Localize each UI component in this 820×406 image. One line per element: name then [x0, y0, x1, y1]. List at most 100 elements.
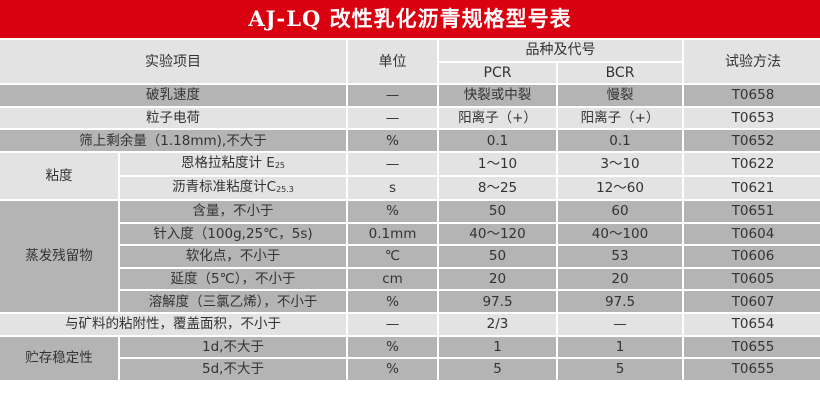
table-row: 粒子电荷 — 阳离子（+） 阳离子（+） T0653 — [0, 107, 820, 129]
unit-cell: % — [348, 359, 437, 380]
item-subscript: 25.3 — [276, 184, 294, 194]
bcr-cell: 0.1 — [558, 130, 682, 151]
unit-cell: 0.1mm — [348, 223, 437, 245]
table-row: 5d,不大于% 5 5 T0655 — [0, 359, 820, 380]
unit-cell: % — [348, 291, 437, 312]
table-row: 粘度 恩格拉粘度计 E25—1～10 3～10 T0622 — [0, 152, 820, 199]
bcr-cell: 53 — [558, 246, 682, 267]
method-cell: T0605 — [684, 268, 820, 290]
table-row: 延度（5℃），不小于 cm 20 20 T0605 — [0, 268, 820, 290]
method-cell: T0655 — [684, 359, 820, 380]
item-text: 含量，不小于 — [192, 203, 274, 220]
method-cell: T0604 — [684, 223, 820, 245]
bcr-cell: 3～10 — [558, 152, 682, 175]
item-label: 恩格拉粘度计 E25 — [120, 152, 346, 175]
item-subscript: 25 — [274, 160, 285, 170]
pcr-cell: 1～10 — [439, 152, 556, 175]
pcr-cell: 快裂或中裂 — [439, 85, 556, 106]
table-row: 蒸发残留物 含量，不小于% 50 60 T0651 — [0, 200, 820, 312]
group-label: 贮存稳定性 — [0, 336, 118, 380]
table-row: 破乳速度 — 快裂或中裂 慢裂 T0658 — [0, 85, 820, 106]
item-label: 1d,不大于 — [120, 336, 346, 358]
method-cell: T0622 — [684, 152, 820, 175]
unit-cell: % — [348, 200, 437, 222]
method-cell: T0607 — [684, 291, 820, 312]
unit-cell: % — [348, 130, 437, 151]
item-label: 针入度（100g,25℃，5s) — [120, 223, 346, 245]
item-label: 粒子电荷 — [0, 107, 346, 129]
bcr-cell: 97.5 — [558, 291, 682, 312]
item-label: 沥青标准粘度计C25.3 — [120, 176, 346, 199]
unit-cell: — — [348, 313, 437, 335]
item-label: 软化点，不小于 — [120, 246, 346, 267]
item-label: 筛上剩余量（1.18mm),不大于 — [0, 130, 346, 151]
group-label: 蒸发残留物 — [0, 200, 118, 312]
table-row: 筛上剩余量（1.18mm),不大于% 0.1 0.1 T0652 — [0, 130, 820, 151]
bcr-cell: 20 — [558, 268, 682, 290]
item-text: 软化点，不小于 — [185, 248, 281, 265]
pcr-cell: 50 — [439, 246, 556, 267]
pcr-cell: 40～120 — [439, 223, 556, 245]
bcr-cell: 1 — [558, 336, 682, 358]
group-label: 粘度 — [0, 152, 118, 199]
method-cell: T0606 — [684, 246, 820, 267]
pcr-cell: 5 — [439, 359, 556, 380]
table-row: 贮存稳定性 1d,不大于% 1 1 T0655 — [0, 336, 820, 380]
header-bcr: BCR — [558, 62, 682, 84]
method-cell: T0621 — [684, 176, 820, 199]
bcr-cell: 慢裂 — [558, 85, 682, 106]
header-method: 试验方法 — [684, 40, 820, 84]
unit-cell: cm — [348, 268, 437, 290]
spec-table: 实验项目 单位 品种及代号 试验方法 PCR BCR 破乳速度 — 快裂或中裂 慢裂 T… — [0, 38, 820, 382]
header-unit: 单位 — [348, 40, 437, 84]
pcr-cell: 阳离子（+） — [439, 107, 556, 129]
unit-cell: — — [348, 152, 437, 175]
item-label: 破乳速度 — [0, 85, 346, 106]
item-text: 恩格拉粘度计 E — [180, 154, 275, 171]
table-row: 软化点，不小于 ℃ 50 53 T0606 — [0, 246, 820, 267]
item-label: 含量，不小于 — [120, 200, 346, 222]
unit-cell: ℃ — [348, 246, 437, 267]
table-row: 溶解度（三氯乙烯），不小于% 97.5 97.5 T0607 — [0, 291, 820, 312]
unit-cell: — — [348, 85, 437, 106]
table-title: AJ-LQ 改性乳化沥青规格型号表 — [0, 0, 820, 38]
method-cell: T0658 — [684, 85, 820, 106]
item-label: 与矿料的粘附性，覆盖面积，不小于 — [0, 313, 346, 335]
item-text: 针入度（100g,25℃，5s) — [153, 225, 313, 242]
method-cell: T0655 — [684, 336, 820, 358]
table-row: 针入度（100g,25℃，5s) 0.1mm 40～120 40～100 T0604 — [0, 223, 820, 245]
table-row: 沥青标准粘度计C25.3 s 8～25 12～60 T0621 — [0, 176, 820, 199]
pcr-cell: 2/3 — [439, 313, 556, 335]
pcr-cell: 50 — [439, 200, 556, 222]
method-cell: T0651 — [684, 200, 820, 222]
pcr-cell: 97.5 — [439, 291, 556, 312]
method-cell: T0654 — [684, 313, 820, 335]
bcr-cell: 阳离子（+） — [558, 107, 682, 129]
method-cell: T0652 — [684, 130, 820, 151]
pcr-cell: 8～25 — [439, 176, 556, 199]
item-label: 溶解度（三氯乙烯），不小于 — [120, 291, 346, 312]
item-label: 5d,不大于 — [120, 359, 346, 380]
item-text: 溶解度（三氯乙烯），不小于 — [148, 293, 318, 310]
item-text: 5d,不大于 — [202, 361, 264, 378]
item-text: 1d,不大于 — [202, 338, 264, 355]
unit-cell: — — [348, 107, 437, 129]
unit-cell: s — [348, 176, 437, 199]
pcr-cell: 20 — [439, 268, 556, 290]
bcr-cell: 12～60 — [558, 176, 682, 199]
method-cell: T0653 — [684, 107, 820, 129]
bcr-cell: 60 — [558, 200, 682, 222]
unit-cell: % — [348, 336, 437, 358]
pcr-cell: 1 — [439, 336, 556, 358]
header-item: 实验项目 — [0, 40, 346, 84]
item-text: 沥青标准粘度计C — [172, 178, 277, 195]
item-label: 延度（5℃），不小于 — [120, 268, 346, 290]
header-variety: 品种及代号 — [439, 40, 682, 61]
bcr-cell: — — [558, 313, 682, 335]
header-pcr: PCR — [439, 62, 556, 84]
bcr-cell: 5 — [558, 359, 682, 380]
table-row: 与矿料的粘附性，覆盖面积，不小于 —2/3— T0654 — [0, 313, 820, 335]
item-text: 延度（5℃），不小于 — [170, 271, 296, 288]
bcr-cell: 40～100 — [558, 223, 682, 245]
pcr-cell: 0.1 — [439, 130, 556, 151]
